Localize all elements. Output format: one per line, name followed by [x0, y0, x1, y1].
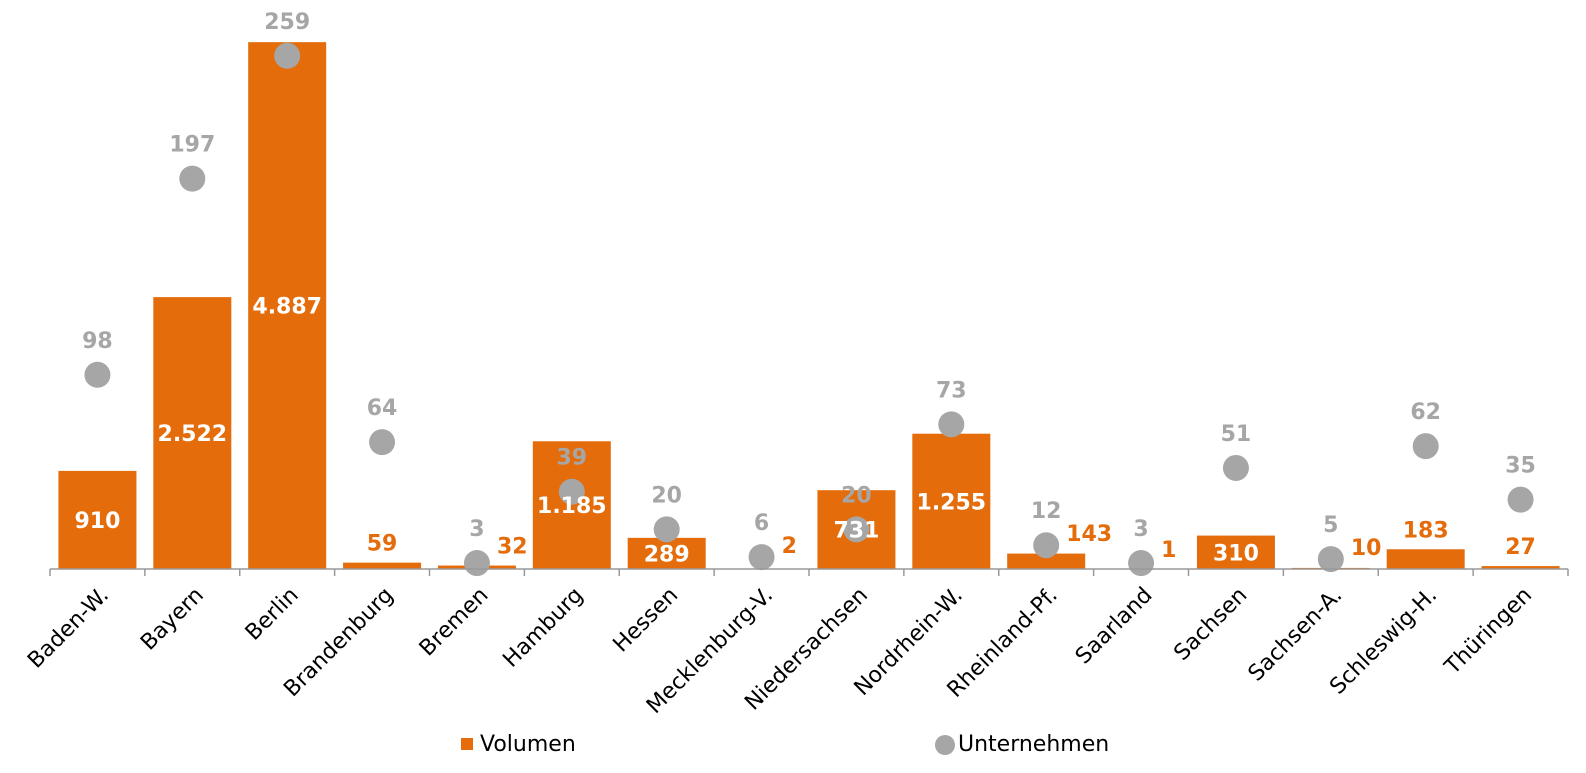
bar-label: 1.255 [917, 490, 987, 515]
dot [179, 166, 205, 192]
bar-label: 10 [1351, 536, 1382, 561]
dot [274, 43, 300, 69]
x-tick-label: Berlin [241, 583, 304, 646]
x-tick-label: Baden-W. [23, 583, 114, 674]
dot [1413, 433, 1439, 459]
dot [84, 362, 110, 388]
x-tick-label: Bremen [415, 583, 494, 662]
x-tick-label: Bayern [136, 583, 209, 656]
bar-label: 2.522 [158, 422, 228, 447]
bar [343, 563, 421, 569]
dot-label: 197 [169, 133, 215, 158]
dot-label: 98 [82, 329, 113, 354]
bar-label: 1.185 [537, 494, 607, 519]
x-tick-label: Hessen [609, 583, 684, 658]
legend-label: Unternehmen [958, 732, 1109, 757]
x-tick-label: Thüringen [1440, 583, 1537, 680]
dot [938, 411, 964, 437]
dot-label: 62 [1410, 400, 1441, 425]
x-tick-label: Saarland [1071, 583, 1158, 670]
bar-label: 289 [644, 542, 690, 567]
bar-label: 310 [1213, 541, 1259, 566]
bar-label: 4.887 [252, 295, 322, 320]
bar-label: 910 [74, 509, 120, 534]
dot-label: 5 [1323, 513, 1338, 538]
dot [464, 550, 490, 576]
dot-label: 39 [557, 446, 588, 471]
bar-label: 1 [1161, 538, 1176, 563]
bar-label: 183 [1403, 518, 1449, 543]
dot-label: 3 [1133, 517, 1148, 542]
dot-label: 12 [1031, 499, 1062, 524]
dot-label: 73 [936, 378, 967, 403]
legend-swatch [461, 738, 473, 750]
x-tick-label: Sachsen [1169, 583, 1252, 666]
bar-label: 731 [833, 519, 879, 544]
bar-label: 2 [782, 534, 797, 559]
dot [654, 516, 680, 542]
dot-label: 51 [1221, 422, 1252, 447]
dot [1033, 532, 1059, 558]
dot [749, 544, 775, 570]
dot [1128, 550, 1154, 576]
dot [1508, 487, 1534, 513]
dot-label: 259 [264, 10, 310, 35]
dot [1318, 546, 1344, 572]
legend-swatch [935, 735, 955, 755]
x-tick-label: Hamburg [498, 583, 588, 673]
dot-label: 20 [841, 483, 872, 508]
dot-label: 35 [1505, 454, 1536, 479]
dot-label: 3 [469, 517, 484, 542]
dot-label: 20 [651, 483, 682, 508]
bar [1387, 549, 1465, 569]
bar-label: 27 [1505, 535, 1536, 560]
bar-label: 59 [367, 532, 398, 557]
bar-label: 143 [1066, 522, 1112, 547]
dot-label: 6 [754, 511, 769, 536]
bar-label: 32 [497, 535, 528, 560]
x-tick-label: Sachsen-A. [1244, 583, 1348, 687]
dot [369, 429, 395, 455]
dot-label: 64 [367, 396, 398, 421]
legend-label: Volumen [480, 732, 576, 757]
dot [1223, 455, 1249, 481]
